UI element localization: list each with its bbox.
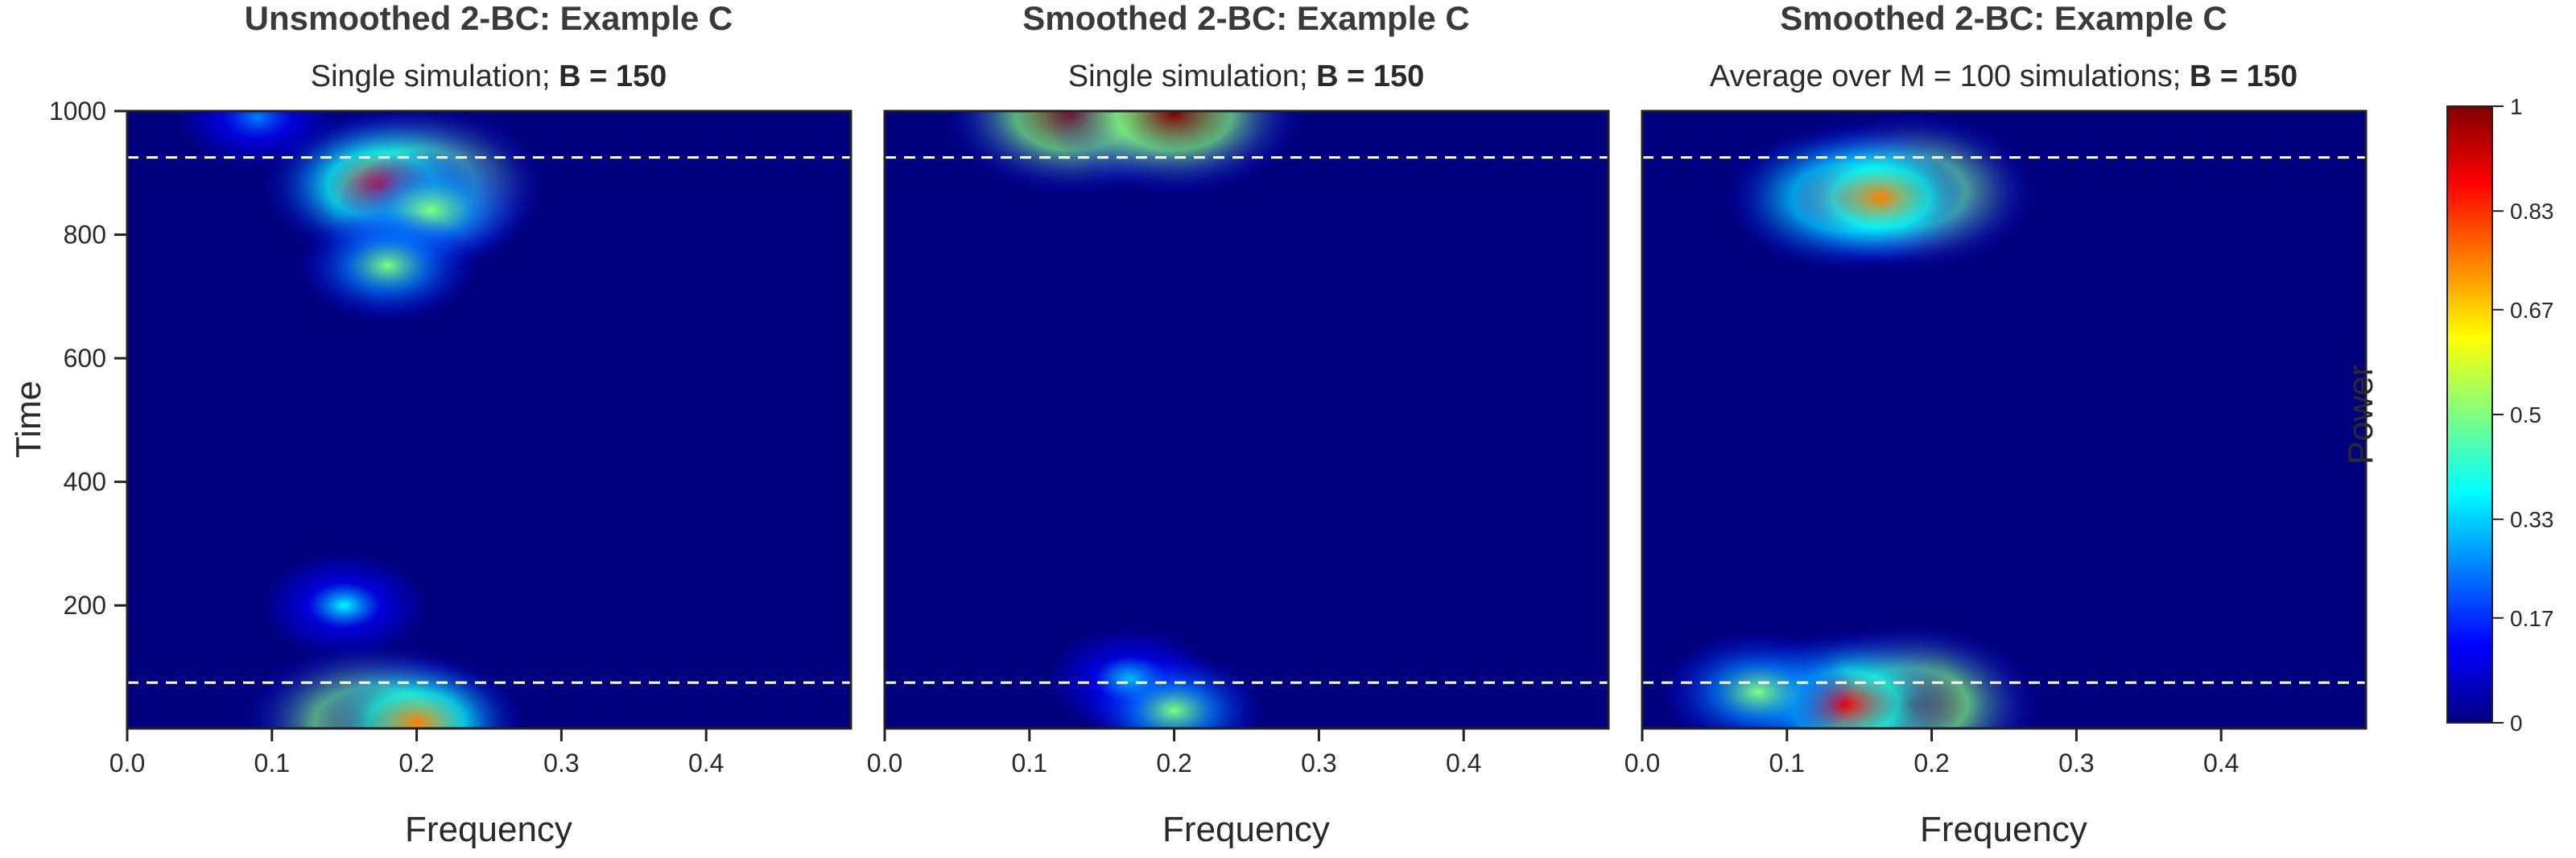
x-tick-label: 0.2 bbox=[398, 749, 434, 778]
colorbar-label: Power bbox=[2341, 365, 2380, 465]
panel-1-y-axis: 200 400 600 800 1000 bbox=[49, 97, 127, 620]
heatmap-hotspot bbox=[1085, 654, 1264, 728]
panel-3-subtitle: Average over M = 100 simulations; B = 15… bbox=[1710, 60, 2297, 93]
x-tick-label: 0.2 bbox=[1156, 749, 1191, 778]
x-tick-label: 0.2 bbox=[1913, 749, 1949, 778]
heatmap-hotspot bbox=[1773, 130, 1988, 265]
heatmap-hotspot bbox=[309, 655, 524, 728]
x-tick-label: 0.4 bbox=[688, 749, 724, 778]
panel-3-frame bbox=[1641, 109, 2368, 730]
y-tick-label: 200 bbox=[64, 591, 106, 620]
panel-1-ylabel: Time bbox=[9, 381, 48, 458]
heatmap-background bbox=[885, 111, 1608, 728]
panel-1-subtitle-bold: B = 150 bbox=[559, 60, 667, 93]
x-tick-label: 0.0 bbox=[109, 749, 145, 778]
x-tick-label: 0.1 bbox=[1769, 749, 1805, 778]
colorbar-tick-label: 0.33 bbox=[2510, 507, 2554, 532]
panel-2-subtitle-bold: B = 150 bbox=[1316, 60, 1424, 93]
colorbar-tick-label: 0.83 bbox=[2510, 199, 2554, 224]
panel-2-subtitle-text: Single simulation; bbox=[1068, 60, 1316, 93]
panel-2: Smoothed 2-BC: Example C Single simulati… bbox=[867, 0, 1610, 849]
colorbar-tick-label: 0.17 bbox=[2510, 606, 2554, 631]
panel-2-x-axis: 0.0 0.1 0.2 0.3 0.4 bbox=[867, 728, 1481, 778]
panel-2-subtitle: Single simulation; B = 150 bbox=[1068, 60, 1425, 93]
panel-1-heatmap bbox=[127, 111, 851, 728]
colorbar-tick-label: 1 bbox=[2510, 94, 2523, 119]
panel-3-heatmap bbox=[1642, 111, 2366, 728]
panel-1-subtitle: Single simulation; B = 150 bbox=[311, 60, 667, 93]
panel-2-xlabel: Frequency bbox=[1162, 810, 1330, 849]
colorbar-gradient bbox=[2446, 105, 2493, 724]
x-tick-label: 0.0 bbox=[1624, 749, 1660, 778]
x-tick-label: 0.3 bbox=[2058, 749, 2094, 778]
colorbar-tick-label: 0.67 bbox=[2510, 298, 2554, 323]
panel-2-heatmap bbox=[885, 111, 1608, 728]
x-tick-label: 0.4 bbox=[1446, 749, 1481, 778]
heatmap-hotspot bbox=[179, 111, 336, 167]
colorbar-ticks: 0 0.17 0.33 0.5 0.67 0.83 1 bbox=[2492, 94, 2554, 736]
x-tick-label: 0.3 bbox=[1301, 749, 1336, 778]
y-tick-label: 600 bbox=[64, 344, 106, 373]
panel-1-xlabel: Frequency bbox=[405, 810, 572, 849]
y-tick-label: 800 bbox=[64, 221, 106, 250]
x-tick-label: 0.1 bbox=[254, 749, 290, 778]
panel-1-x-axis: 0.0 0.1 0.2 0.3 0.4 bbox=[109, 728, 724, 778]
x-tick-label: 0.0 bbox=[867, 749, 902, 778]
panel-3-title: Smoothed 2-BC: Example C bbox=[1780, 0, 2227, 37]
panel-1-subtitle-text: Single simulation; bbox=[311, 60, 559, 93]
heatmap-hotspot bbox=[299, 209, 477, 322]
panel-1: Unsmoothed 2-BC: Example C Single simula… bbox=[9, 0, 852, 849]
panel-3-subtitle-text: Average over M = 100 simulations; bbox=[1710, 60, 2190, 93]
panel-2-title: Smoothed 2-BC: Example C bbox=[1022, 0, 1469, 37]
y-tick-label: 400 bbox=[64, 468, 106, 497]
colorbar: 0 0.17 0.33 0.5 0.67 0.83 1 Power bbox=[2341, 94, 2554, 736]
y-tick-label: 1000 bbox=[49, 97, 106, 126]
panel-3-x-axis: 0.0 0.1 0.2 0.3 0.4 bbox=[1624, 728, 2239, 778]
panel-2-frame bbox=[883, 109, 1610, 730]
heatmap-hotspot bbox=[262, 553, 427, 658]
panel-3: Smoothed 2-BC: Example C Average over M … bbox=[1624, 0, 2368, 849]
panel-1-title: Unsmoothed 2-BC: Example C bbox=[245, 0, 733, 37]
panel-3-subtitle-bold: B = 150 bbox=[2190, 60, 2297, 93]
x-tick-label: 0.4 bbox=[2203, 749, 2239, 778]
x-tick-label: 0.3 bbox=[543, 749, 579, 778]
x-tick-label: 0.1 bbox=[1012, 749, 1047, 778]
colorbar-tick-label: 0 bbox=[2510, 711, 2523, 736]
panel-1-frame bbox=[126, 109, 852, 730]
heatmap-hotspot bbox=[1045, 111, 1303, 195]
heatmap-hotspot bbox=[1662, 631, 1855, 728]
panel-3-xlabel: Frequency bbox=[1920, 810, 2087, 849]
colorbar-tick-label: 0.5 bbox=[2510, 402, 2541, 427]
